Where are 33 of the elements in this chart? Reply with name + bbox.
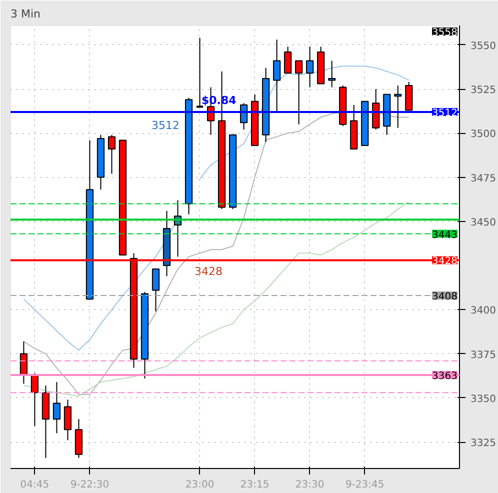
candlestick [108,134,116,174]
x-tick-label: 23:15 [240,480,270,490]
y-tick-label: 3350 [470,394,496,405]
x-tick-label: 23:00 [185,480,214,490]
y-tick-label: 3400 [470,306,496,317]
candlestick [152,268,160,312]
y-tick-label: 3525 [470,85,496,96]
candlestick [64,399,72,441]
y-tick-label: 3325 [470,438,496,450]
x-tick-label: 23:30 [295,480,324,490]
text: 3558 [432,28,458,38]
y-tick-label: 3475 [470,173,496,184]
y-tick-label: 3550 [470,40,496,52]
candlestick [284,46,292,74]
annotation: 3512 [152,119,180,132]
ref-line-label: 3512 [432,108,458,119]
x-tick-label: 9-23:45 [345,480,384,490]
chart-title: 3 Min [10,8,41,20]
x-tick-label: 04:45 [20,480,50,490]
x-tick-label: 9-22:30 [70,480,110,490]
candlestick [273,39,281,112]
candlestick [295,60,303,125]
ref-line-label: 3428 [432,256,458,268]
line-series [23,201,410,397]
candlestick [394,85,402,128]
candlestick [328,60,336,88]
y-tick-label: 3450 [470,217,496,228]
ref-line-label: 3363 [432,370,458,382]
y-tick-label: 3500 [470,129,496,140]
y-tick-label: 3375 [470,350,496,361]
candlestick [52,382,61,434]
candlestick [306,46,314,88]
annotation: 3428 [194,265,222,278]
